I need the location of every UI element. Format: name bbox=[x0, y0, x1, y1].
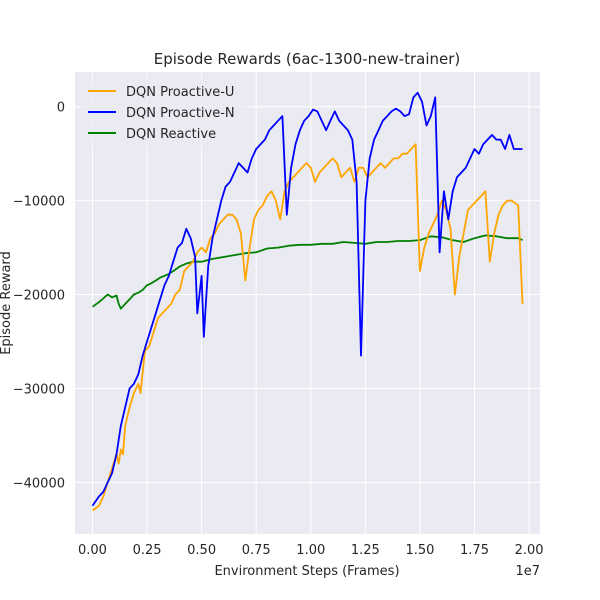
x-tick-label: 0.50 bbox=[187, 543, 216, 558]
y-tick-label: −30000 bbox=[13, 382, 65, 397]
gridlines bbox=[75, 72, 540, 534]
y-tick-label: −10000 bbox=[13, 195, 65, 210]
y-tick-label: 0 bbox=[57, 101, 65, 116]
x-tick-label: 1.00 bbox=[296, 543, 325, 558]
chart-title: Episode Rewards (6ac-1300-new-trainer) bbox=[154, 50, 461, 68]
plot-area bbox=[75, 72, 540, 534]
y-axis-title: Episode Reward bbox=[0, 251, 14, 355]
x-tick-label: 0.00 bbox=[78, 543, 107, 558]
legend-label-proactive-n: DQN Proactive-N bbox=[126, 106, 235, 121]
legend: DQN Proactive-U DQN Proactive-N DQN Reac… bbox=[81, 78, 246, 146]
x-tick-label: 0.25 bbox=[133, 543, 162, 558]
legend-box bbox=[81, 78, 246, 146]
x-tick-label: 0.75 bbox=[242, 543, 271, 558]
x-tick-label: 1.50 bbox=[405, 543, 434, 558]
series-layer bbox=[91, 91, 524, 512]
tick-labels: 0.00 0.25 0.50 0.75 1.00 1.25 1.50 1.75 2.00 −400… bbox=[13, 101, 544, 558]
y-tick-label: −20000 bbox=[13, 289, 65, 304]
x-axis-offset-label: 1e7 bbox=[515, 564, 540, 579]
x-tick-label: 1.25 bbox=[351, 543, 380, 558]
legend-label-reactive: DQN Reactive bbox=[126, 127, 216, 142]
series-line-dqn-proactive-n bbox=[91, 91, 523, 507]
legend-label-proactive-u: DQN Proactive-U bbox=[126, 85, 234, 100]
series-line-dqn-reactive bbox=[91, 234, 523, 310]
y-tick-label: −40000 bbox=[13, 476, 65, 491]
x-tick-label: 1.75 bbox=[460, 543, 489, 558]
x-tick-label: 2.00 bbox=[515, 543, 544, 558]
x-axis-title: Environment Steps (Frames) bbox=[214, 564, 399, 579]
